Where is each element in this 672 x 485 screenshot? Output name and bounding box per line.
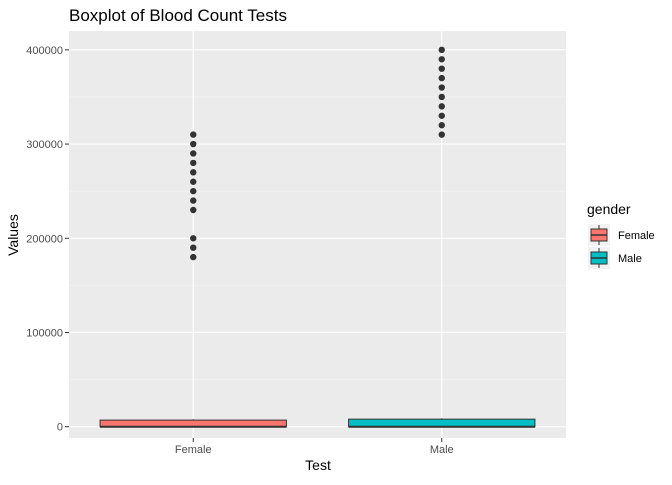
outlier-point bbox=[190, 178, 197, 185]
outlier-point bbox=[190, 150, 197, 157]
outlier-point bbox=[438, 131, 445, 138]
y-tick-label: 0 bbox=[57, 422, 63, 434]
outlier-point bbox=[190, 235, 197, 242]
box-layer bbox=[99, 418, 536, 428]
outlier-point bbox=[190, 159, 197, 167]
x-axis-title: Test bbox=[305, 457, 331, 473]
outlier-point bbox=[190, 197, 197, 204]
outlier-point bbox=[438, 65, 445, 72]
outlier-point bbox=[438, 84, 445, 91]
axes: 0 100000 200000 300000 400000 Female Male bbox=[26, 45, 453, 456]
outlier-point bbox=[438, 74, 445, 82]
outlier-point bbox=[438, 122, 445, 129]
outlier-point bbox=[438, 46, 445, 54]
legend-label: Female bbox=[618, 230, 655, 242]
outlier-point bbox=[190, 187, 197, 195]
legend: gender Female Male bbox=[587, 201, 655, 269]
outlier-point bbox=[190, 140, 197, 148]
outlier-point bbox=[438, 103, 445, 110]
x-tick-label: Female bbox=[175, 444, 212, 456]
y-axis-title: Values bbox=[5, 214, 21, 256]
outlier-point bbox=[438, 56, 445, 63]
box-male bbox=[348, 418, 536, 428]
outlier-point bbox=[190, 244, 197, 251]
outlier-point bbox=[190, 169, 197, 176]
outlier-point bbox=[190, 253, 197, 261]
chart-title: Boxplot of Blood Count Tests bbox=[69, 6, 287, 25]
plot-panel bbox=[69, 31, 566, 438]
outlier-point bbox=[190, 206, 197, 214]
y-tick-label: 100000 bbox=[26, 327, 63, 339]
y-tick-label: 300000 bbox=[26, 139, 63, 151]
x-tick-label: Male bbox=[430, 444, 454, 456]
legend-label: Male bbox=[618, 253, 642, 265]
outlier-point bbox=[438, 112, 445, 119]
y-tick-label: 200000 bbox=[26, 233, 63, 245]
outlier-point bbox=[438, 93, 445, 101]
outlier-point bbox=[190, 131, 197, 138]
y-tick-label: 400000 bbox=[26, 45, 63, 57]
outlier-layer bbox=[190, 46, 445, 261]
legend-title: gender bbox=[587, 201, 631, 217]
